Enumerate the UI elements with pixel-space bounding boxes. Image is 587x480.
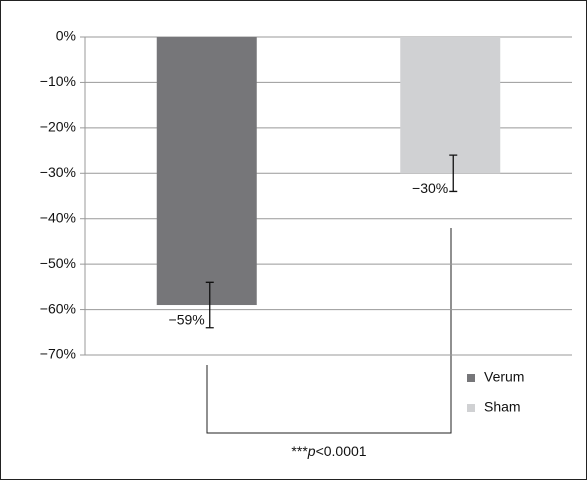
y-tick-label: −10% [40, 73, 76, 89]
error-bar [449, 154, 458, 193]
bar [400, 37, 501, 174]
data-label: −30% [412, 180, 448, 196]
y-tick-label: −20% [40, 119, 76, 135]
y-tick-label: −70% [40, 346, 76, 362]
annotation-value: <0.0001 [316, 443, 367, 459]
bar [156, 37, 257, 306]
y-tick-label: −60% [40, 300, 76, 316]
annotation-p: p [307, 443, 316, 459]
y-tick-label: 0% [56, 28, 76, 44]
annotation: ***p<0.0001 [291, 443, 366, 459]
data-label: −59% [169, 312, 205, 328]
significance-bracket [206, 228, 452, 434]
y-tick-label: −40% [40, 209, 76, 225]
legend-label: Sham [484, 399, 521, 415]
error-bar [205, 281, 214, 329]
annotation-stars: *** [291, 443, 308, 459]
legend-swatch [467, 404, 475, 412]
legend-label: Verum [484, 369, 524, 385]
y-tick-label: −50% [40, 255, 76, 271]
legend-swatch [467, 374, 475, 382]
y-tick-label: −30% [40, 164, 76, 180]
